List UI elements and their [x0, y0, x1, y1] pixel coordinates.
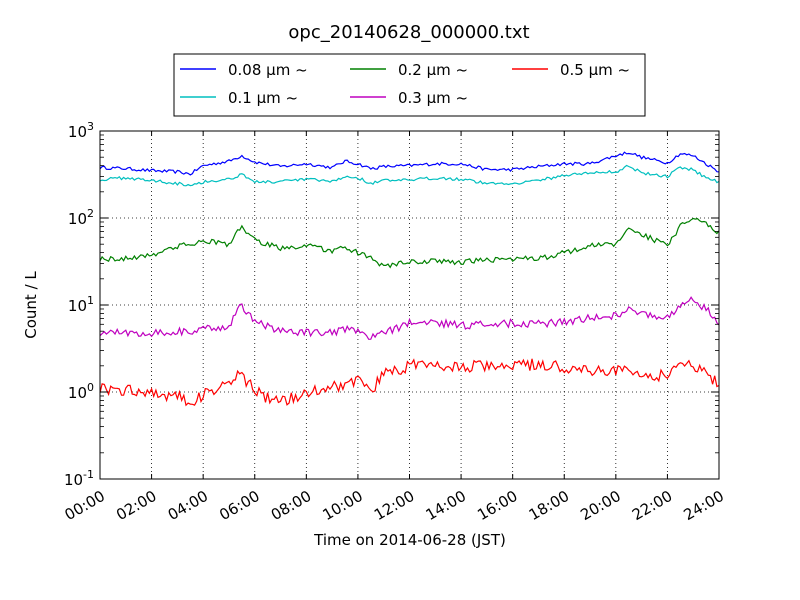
legend-label: 0.2 μm ~ [398, 61, 468, 79]
plot-area [100, 131, 719, 479]
series-line-1 [99, 164, 720, 187]
legend-frame [173, 53, 646, 117]
y-tick-label: 100 [68, 381, 94, 402]
y-tick-label: 10-1 [64, 468, 94, 489]
y-tick-labels: 10-1 100 101 102 103 [64, 120, 94, 489]
series-lines [99, 151, 720, 407]
chart-title: opc_20140628_000000.txt [288, 22, 529, 43]
x-axis-label: Time on 2014-06-28 (JST) [313, 531, 506, 549]
legend-label: 0.1 μm ~ [228, 89, 298, 107]
y-axis-label: Count / L [22, 271, 40, 339]
y-tick-label: 101 [68, 294, 94, 315]
legend-label: 0.08 μm ~ [228, 61, 308, 79]
legend-label: 0.5 μm ~ [560, 61, 630, 79]
y-tick-label: 102 [68, 207, 94, 228]
series-line-0 [99, 151, 720, 176]
axis-ticks [99, 130, 720, 480]
y-tick-label: 103 [68, 120, 94, 141]
series-line-4 [99, 358, 720, 407]
legend: 0.08 μm ~ 0.1 μm ~ 0.2 μm ~ 0.3 μm ~ 0.5 μm … [173, 53, 646, 117]
legend-label: 0.3 μm ~ [398, 89, 468, 107]
series-line-3 [99, 296, 720, 340]
series-line-2 [99, 217, 720, 269]
